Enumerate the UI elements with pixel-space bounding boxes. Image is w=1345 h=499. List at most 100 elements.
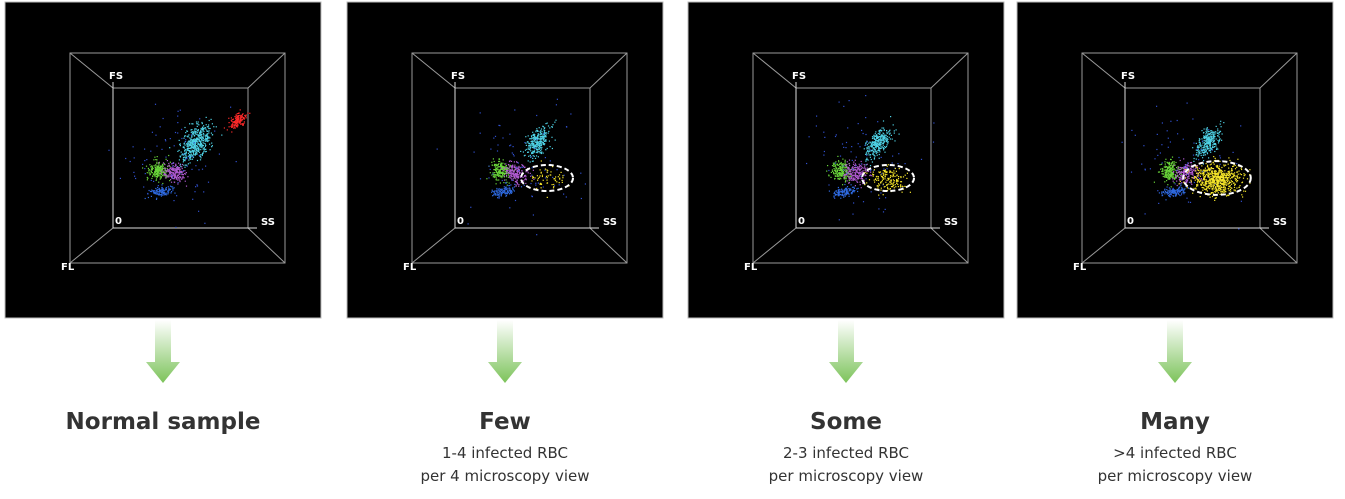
scatter-dot: [189, 141, 191, 143]
scatter-dot: [177, 110, 179, 112]
scatter-dot: [221, 134, 223, 136]
scatter-dot: [844, 167, 846, 169]
scatter-dot: [1175, 177, 1178, 179]
scatter-dot: [1219, 187, 1222, 189]
scatter-dot: [866, 182, 868, 184]
scatter-dot: [492, 172, 494, 174]
scatter-dot: [1178, 188, 1180, 190]
scatter-dot: [506, 191, 509, 193]
scatter-dot: [870, 171, 872, 173]
scatter-dot: [239, 114, 241, 116]
scatter-dot: [1197, 185, 1199, 187]
scatter-dot: [499, 182, 501, 184]
scatter-dot: [559, 178, 561, 180]
scatter-dot: [191, 136, 193, 138]
scatter-dot: [859, 166, 861, 168]
scatter-dot: [190, 153, 192, 155]
scatter-dot: [1216, 185, 1218, 187]
scatter-dot: [865, 168, 867, 170]
scatter-dot: [532, 143, 534, 146]
scatter-dot: [584, 183, 586, 185]
scatter-dot: [1161, 163, 1163, 165]
scatter-dot: [177, 167, 180, 169]
scatter-dot: [1211, 182, 1214, 184]
scatter-dot: [163, 170, 165, 172]
scatter-dot: [162, 165, 164, 167]
scatter-dot: [504, 188, 506, 190]
scatter-dot: [181, 154, 183, 156]
scatter-dot: [852, 189, 854, 191]
scatter-dot: [156, 170, 158, 172]
scatter-dot: [539, 147, 542, 149]
scatter-dot: [199, 134, 201, 137]
scatter-dot: [184, 170, 186, 172]
scatter-dot: [501, 179, 503, 182]
scatter-dot: [1218, 175, 1220, 177]
scatter-dot: [1161, 170, 1163, 173]
scatter-dot: [205, 128, 207, 130]
scatter-dot: [208, 137, 210, 139]
scatter-dot: [1215, 148, 1218, 150]
scatter-dot: [896, 175, 898, 177]
scatter-dot: [835, 170, 837, 172]
scatter-dot: [150, 150, 152, 152]
scatter-dot: [1217, 192, 1219, 194]
scatter-dot: [874, 135, 876, 137]
scatter-dot: [190, 150, 192, 152]
scatter-dot: [1200, 183, 1202, 185]
caption-title: Some: [810, 409, 882, 435]
scatter-dot: [206, 135, 208, 137]
scatter-dot: [1217, 128, 1219, 130]
scatter-dot: [532, 133, 535, 135]
scatter-dot: [1217, 182, 1219, 184]
scatter-dot: [1228, 174, 1230, 176]
scatter-dot: [1227, 176, 1230, 178]
scatter-dot: [191, 146, 193, 149]
scatter-dot: [849, 165, 851, 167]
scatter-dot: [1241, 182, 1243, 184]
scatter-dot: [1240, 174, 1243, 176]
scatter-dot: [1212, 162, 1214, 164]
scatter-dot: [532, 214, 534, 216]
scatter-dot: [845, 189, 847, 191]
scatter-dot: [866, 154, 868, 157]
scatter-dot: [243, 118, 245, 120]
scatter-dot: [194, 128, 196, 130]
scatter-dot: [889, 183, 891, 185]
scatter-dot: [1171, 156, 1174, 158]
scatter-dot: [853, 190, 855, 192]
scatter-dot: [231, 126, 233, 128]
scatter-dot: [1179, 166, 1182, 169]
scatter-dot: [534, 157, 537, 159]
scatter-dot: [513, 190, 515, 192]
scatter-dot: [1211, 170, 1213, 172]
scatter-dot: [1216, 182, 1218, 184]
scatter-dot: [843, 105, 845, 107]
scatter-dot: [501, 175, 503, 178]
scatter-dot: [890, 134, 892, 136]
scatter-dot: [176, 170, 178, 172]
scatter-dot: [880, 181, 882, 183]
scatter-dot: [894, 167, 896, 170]
scatter-dot: [192, 143, 194, 145]
scatter-dot: [493, 194, 495, 196]
scatter-dot: [240, 115, 242, 118]
scatter-dot: [1177, 167, 1179, 169]
scatter-dot: [843, 189, 845, 192]
scatter-dot: [1178, 171, 1180, 173]
scatter-dot: [871, 141, 873, 143]
scatter-dot: [570, 113, 572, 115]
scatter-dot: [537, 156, 539, 158]
scatter-dot: [165, 140, 167, 142]
scatter-dot: [842, 191, 844, 193]
scatter-dot: [533, 151, 535, 153]
scatter-dot: [1192, 167, 1194, 169]
scatter-dot: [193, 144, 195, 146]
scatter-dot: [206, 139, 208, 141]
scatter-dot: [214, 130, 216, 132]
scatter-dot: [201, 129, 203, 131]
scatter-dot: [1210, 178, 1212, 180]
scatter-dot: [505, 188, 507, 190]
scatter-dot: [1177, 192, 1179, 195]
scatter-dot: [513, 174, 515, 176]
